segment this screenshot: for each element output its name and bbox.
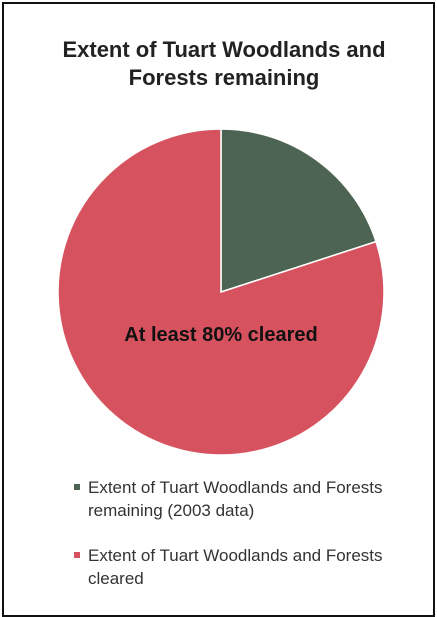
annotation: At least 80% cleared [124,324,317,346]
legend-swatch [74,552,80,558]
legend-swatch [74,484,80,490]
legend-item: Extent of Tuart Woodlands and Forests cl… [74,544,404,590]
chart-title: Extent of Tuart Woodlands and Forests re… [62,37,386,90]
legend-item: Extent of Tuart Woodlands and Forests re… [74,476,404,522]
pie-slice [220,128,377,294]
pie-slice [57,128,385,456]
pie-chart: At least 80% cleared [57,128,385,456]
legend-label: Extent of Tuart Woodlands and Forests cl… [88,546,383,588]
legend-label: Extent of Tuart Woodlands and Forests re… [88,478,383,520]
